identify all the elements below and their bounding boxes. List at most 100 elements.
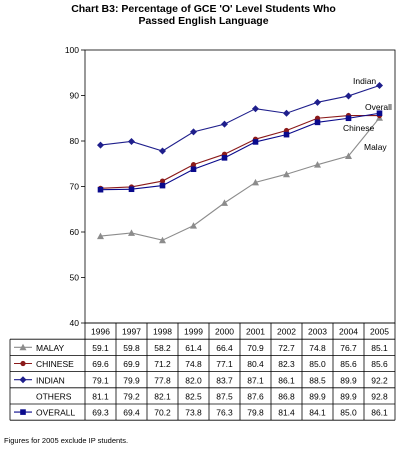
data-point [128,137,135,145]
series-line-malay [100,117,380,241]
table-cell: 84.1 [309,408,326,418]
y-tick-label: 80 [70,136,80,146]
data-point [159,236,166,244]
table-cell: 89.9 [309,392,326,402]
chart-title: Chart B3: Percentage of GCE 'O' Level St… [71,3,336,15]
table-header-year: 2004 [339,327,358,337]
table-header-year: 1998 [153,327,172,337]
data-point [345,92,352,100]
data-point [314,98,321,106]
data-point [376,110,383,117]
annotation-overall: Overall [365,102,392,112]
data-point [345,115,352,122]
table-cell: 79.1 [92,375,109,385]
data-point [345,152,352,160]
y-tick-label: 90 [70,91,80,101]
data-point [159,182,166,189]
y-tick-label: 70 [70,182,80,192]
table-cell: 69.9 [123,359,140,369]
data-point [19,376,27,384]
data-point [159,178,166,184]
table-cell: 86.1 [371,408,388,418]
table-cell: 85.0 [340,408,357,418]
table-cell: 88.5 [309,375,326,385]
table-cell: 71.2 [154,359,171,369]
table-cell: 85.6 [340,359,357,369]
legend-label: CHINESE [36,359,74,369]
table-cell: 59.1 [92,343,109,353]
table-cell: 86.8 [278,392,295,402]
legend-label: OTHERS [36,392,72,402]
data-point [19,343,27,351]
table-header-year: 2005 [370,327,389,337]
table-cell: 92.8 [371,392,388,402]
table-cell: 58.2 [154,343,171,353]
table-cell: 70.2 [154,408,171,418]
data-point [252,139,259,145]
chart-subtitle: Passed English Language [138,15,269,27]
data-point [314,119,321,126]
data-point [20,409,26,415]
data-point [128,186,135,193]
table-cell: 73.8 [185,408,202,418]
table-cell: 69.4 [123,408,140,418]
table-cell: 81.1 [92,392,109,402]
table-cell: 82.1 [154,392,171,402]
footnote: Figures for 2005 exclude IP students. [4,436,129,445]
annotation-indian: Indian [353,76,376,86]
data-point [159,147,166,155]
table-cell: 66.4 [216,343,233,353]
table-cell: 85.6 [371,359,388,369]
data-point [221,199,228,206]
table-cell: 79.8 [247,408,264,418]
data-point [221,120,228,128]
legend-label: INDIAN [36,375,65,385]
table-cell: 87.5 [216,392,233,402]
table-cell: 82.3 [278,359,295,369]
data-point [20,360,26,367]
data-point [314,161,321,168]
table-cell: 74.8 [309,343,326,353]
table-cell: 80.4 [247,359,264,369]
data-point [376,81,383,89]
table-header-year: 1999 [184,327,203,337]
data-point [252,105,259,113]
table-header-year: 1997 [122,327,141,337]
y-tick-label: 60 [70,227,80,237]
data-point [190,128,197,136]
y-tick-label: 40 [70,318,80,328]
table-header-year: 2001 [246,327,265,337]
table-header-year: 2000 [215,327,234,337]
table-cell: 92.2 [371,375,388,385]
y-tick-label: 50 [70,273,80,283]
table-header-year: 2002 [277,327,296,337]
table-cell: 77.8 [154,375,171,385]
data-point [283,131,290,138]
table-cell: 79.9 [123,375,140,385]
data-point [97,186,104,193]
table-cell: 72.7 [278,343,295,353]
table-cell: 86.1 [278,375,295,385]
annotation-chinese: Chinese [343,123,374,133]
data-point [97,141,104,149]
table-cell: 85.1 [371,343,388,353]
table-cell: 69.6 [92,359,109,369]
table-cell: 69.3 [92,408,109,418]
data-point [190,166,197,173]
y-tick-label: 100 [65,45,79,55]
table-cell: 61.4 [185,343,202,353]
table-cell: 85.0 [309,359,326,369]
legend-label: MALAY [36,343,65,353]
table-header-year: 1996 [91,327,110,337]
data-point [252,178,259,186]
table-cell: 87.6 [247,392,264,402]
data-point [128,229,135,236]
series-line-indian [100,84,380,152]
table-cell: 59.8 [123,343,140,353]
table-cell: 82.0 [185,375,202,385]
table-cell: 83.7 [216,375,233,385]
table-cell: 82.5 [185,392,202,402]
table-cell: 79.2 [123,392,140,402]
table-cell: 89.9 [340,375,357,385]
